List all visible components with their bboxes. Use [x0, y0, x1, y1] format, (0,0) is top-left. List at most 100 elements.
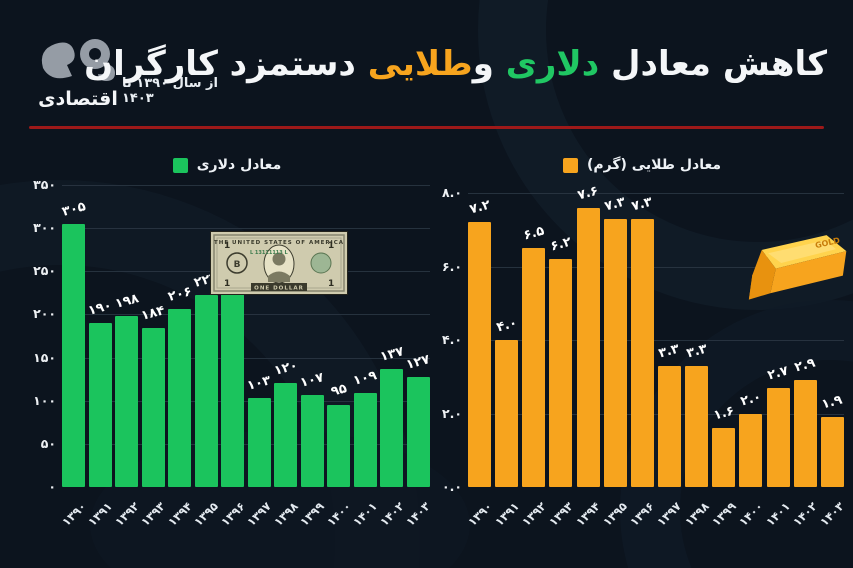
logo-text: اقتصادی [38, 88, 118, 110]
y-axis-tick-label: ۰.۰ [441, 479, 462, 494]
gridline [468, 193, 844, 194]
y-axis-tick-label: ۴.۰ [441, 332, 462, 347]
dollar-legend: معادل دلاری [22, 154, 432, 176]
dollar-legend-swatch-icon [172, 157, 188, 173]
bar-value-label: ۱۸۴ [139, 303, 167, 325]
gold-legend-swatch-icon [562, 157, 578, 173]
bar [820, 417, 844, 487]
bar-column: ۲.۹ ۱۴۰۲ [790, 193, 820, 529]
dollar-plot-area: ۳۰۵ ۱۳۹۰ ۱۹۰ ۱۳۹۱ ۱۹۸ ۱۳۹۲ ۱۸۴ ۱۳۹۳ ۲۰۶ ۱۳۹۴ ۲۲۳ ۱۳… [59, 185, 434, 529]
y-axis-tick-label: ۳۰۰ [33, 220, 56, 236]
bar-column: ۲.۷ ۱۴۰۱ [763, 193, 793, 529]
bar-value-label: ۷.۶ [576, 183, 601, 204]
x-axis-year-label: ۱۳۹۷ [654, 499, 685, 529]
header-divider-line [29, 126, 824, 129]
bar-value-label: ۱۰۷ [298, 369, 326, 391]
bar-column: ۲۲۹۱۳۹۶ [218, 185, 248, 529]
one-dollar-bill-icon: THE UNITED STATES OF AMERICA B 1 1 1 1 L… [210, 231, 348, 295]
x-axis-year-label: ۱۳۹۳ [138, 499, 168, 529]
bar-column: ۶.۵ ۱۳۹۲ [519, 193, 549, 529]
x-axis-year-label: ۱۳۹۴ [573, 499, 603, 529]
y-axis-tick-label: ۸.۰ [441, 185, 462, 200]
title-dollar-word: دلاری [505, 44, 600, 84]
x-axis-year-label: ۱۴۰۱ [350, 499, 381, 529]
y-axis-tick-label: ۲۰۰ [33, 306, 56, 322]
x-axis-year-label: ۱۴۰۰ [323, 499, 354, 529]
x-axis-year-label: ۱۳۹۲ [518, 499, 549, 529]
bar [685, 365, 709, 487]
bar [468, 222, 491, 487]
bar-column: ۳.۳ ۱۳۹۷ [655, 193, 685, 529]
brand-logo: اقتصادی [28, 34, 128, 110]
bar [766, 387, 790, 487]
gold-legend: معادل طلایی (گرم) [436, 154, 848, 176]
bar-value-label: ۲.۹ [793, 355, 818, 376]
svg-text:1: 1 [224, 279, 230, 289]
bar-column: ۱۰۷ ۱۳۹۹ [297, 185, 327, 529]
bar [522, 248, 546, 487]
bar-value-label: ۶.۲ [548, 234, 573, 255]
bar-column: ۹۵ ۱۴۰۰ [324, 185, 354, 529]
title-gold-word: طلایی [367, 44, 473, 84]
bar-value-label: ۱۹۰ [86, 298, 114, 319]
bar [274, 383, 298, 487]
bar-column: ۳.۳ ۱۳۹۸ [682, 193, 712, 529]
bar-column: ۴.۰ ۱۳۹۱ [492, 193, 522, 529]
x-axis-year-label: ۱۳۹۴ [164, 499, 195, 529]
bar-column: ۲۲۳ ۱۳۹۵ [191, 185, 221, 529]
bar-column: ۲.۰ ۱۴۰۰ [736, 193, 766, 529]
bar-value-label: ۲.۷ [766, 363, 791, 384]
bar [576, 207, 600, 487]
bar-column: ۱۰۹ ۱۴۰۱ [350, 185, 380, 529]
x-axis-year-label: ۱۳۹۷ [244, 499, 275, 529]
bar-column: ۱.۹ ۱۴۰۳ [817, 193, 847, 529]
x-axis-year-label: ۱۳۹۰ [464, 499, 495, 529]
bar-value-label: ۹۵ [329, 381, 349, 400]
y-axis-tick-label: ۲۵۰ [33, 263, 56, 279]
bar-column: ۶.۲ ۱۳۹۳ [546, 193, 576, 529]
x-axis-year-label: ۱۳۹۸ [270, 499, 301, 529]
x-axis-year-label: ۱۳۹۹ [708, 499, 739, 529]
bar [327, 405, 351, 487]
bar [549, 259, 573, 487]
gridline [62, 314, 430, 316]
bar-value-label: ۱.۹ [820, 392, 845, 413]
bar-column: ۱۲۷ ۱۴۰۳ [404, 185, 434, 529]
bar [353, 392, 377, 487]
x-axis-year-label: ۱۳۹۵ [600, 499, 631, 529]
bar [194, 294, 218, 487]
news-logo-icon [41, 39, 115, 81]
y-axis-tick-label: ۱۵۰ [33, 349, 56, 365]
bar [247, 398, 271, 487]
title-prefix: کاهش معادل [599, 44, 827, 84]
bar [739, 413, 763, 487]
bar-value-label: ۱۳۷ [378, 343, 406, 365]
bar-value-label: ۱.۶ [711, 403, 736, 424]
bar [141, 328, 165, 487]
x-axis-year-label: ۱۳۹۱ [85, 499, 115, 529]
svg-text:ONE DOLLAR: ONE DOLLAR [254, 286, 304, 292]
bar-column: ۱۰۳ ۱۳۹۷ [244, 185, 274, 529]
gold-y-axis: ۸.۰ ۶.۰ ۴.۰ ۲.۰ ۰.۰ [428, 185, 468, 494]
x-axis-year-label: ۱۴۰۰ [736, 499, 766, 529]
bar-column: ۷.۲ ۱۳۹۰ [465, 193, 495, 529]
x-axis-year-label: ۱۳۹۶ [217, 499, 248, 529]
gridline [62, 228, 430, 230]
bar [712, 428, 736, 487]
page-title: کاهش معادل دلاری وطلایی دستمزد کارگران [84, 42, 827, 88]
bar-column: ۱۳۷ ۱۴۰۲ [377, 185, 407, 529]
x-axis-year-label: ۱۳۹۲ [111, 499, 142, 529]
svg-text:L 13111113 L: L 13111113 L [250, 250, 288, 256]
svg-text:1: 1 [328, 279, 334, 289]
bar-value-label: ۱۰۹ [351, 368, 379, 389]
svg-text:1: 1 [328, 241, 334, 251]
bar [115, 316, 139, 487]
bar [168, 309, 192, 487]
gridline [468, 266, 844, 268]
bar-value-label: ۶.۵ [521, 223, 546, 244]
bar-value-label: ۳.۳ [657, 341, 682, 362]
bar-column: ۱۹۰ ۱۳۹۱ [85, 185, 115, 529]
bar-value-label: ۷.۳ [603, 194, 628, 215]
title-middle: و [472, 44, 506, 84]
